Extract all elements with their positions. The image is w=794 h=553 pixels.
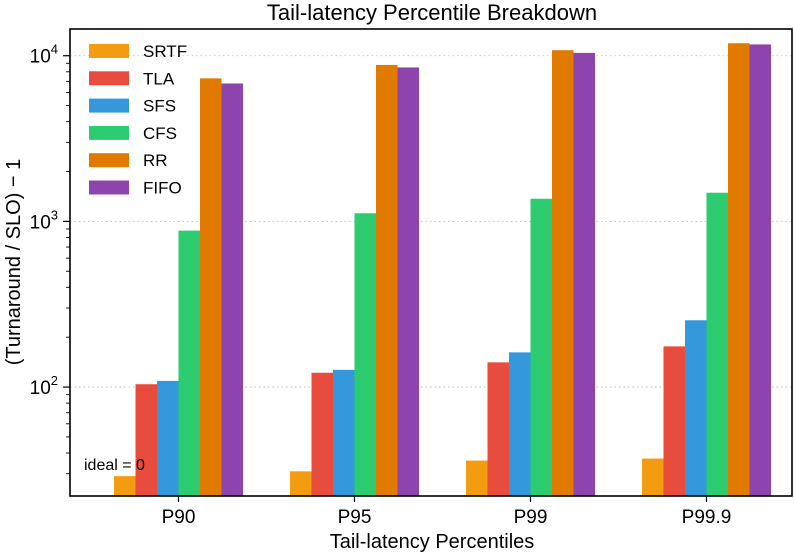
y-axis: 102 103 104 <box>30 42 70 475</box>
bar-rr-p95 <box>376 64 398 496</box>
legend-swatch-srtf <box>89 44 129 58</box>
bar-rr-p99 <box>552 50 574 496</box>
legend-swatch-rr <box>89 153 129 168</box>
bar-tla-p90 <box>135 384 157 496</box>
bar-cfs-p95 <box>354 213 376 497</box>
legend-swatch-sfs <box>89 98 129 113</box>
x-tick-label: P99 <box>514 507 548 528</box>
x-tick-label: P90 <box>162 507 196 528</box>
bar-rr-p90 <box>200 78 222 497</box>
bar-srtf-p999 <box>642 458 664 496</box>
bar-cfs-p99 <box>530 198 552 497</box>
bar-cfs-p90 <box>178 230 200 496</box>
bars <box>114 43 771 497</box>
ideal-annotation: ideal = 0 <box>84 457 145 474</box>
y-tick-label: 104 <box>30 42 58 68</box>
bar-fifo-p90 <box>221 83 243 496</box>
bar-fifo-p99 <box>573 52 595 497</box>
bar-tla-p999 <box>663 346 685 496</box>
bar-sfs-p999 <box>685 320 707 496</box>
legend-label-cfs: CFS <box>143 124 177 143</box>
bar-srtf-p99 <box>466 460 488 496</box>
legend-swatch-fifo <box>89 180 129 195</box>
bar-srtf-p90 <box>114 476 136 496</box>
legend-label-rr: RR <box>143 151 168 170</box>
bar-sfs-p90 <box>157 380 179 496</box>
bar-srtf-p95 <box>290 471 312 496</box>
x-tick-label: P95 <box>338 507 372 528</box>
y-tick-label: 103 <box>30 207 58 233</box>
bar-fifo-p999 <box>749 44 771 496</box>
y-axis-label: (Turnaround / SLO) − 1 <box>3 159 25 366</box>
bar-tla-p95 <box>311 372 333 496</box>
grid <box>70 55 792 388</box>
legend-label-sfs: SFS <box>143 97 176 116</box>
bar-sfs-p95 <box>333 369 355 496</box>
x-axis-label: Tail-latency Percentiles <box>330 531 535 553</box>
bar-sfs-p99 <box>509 352 531 496</box>
bar-fifo-p95 <box>397 67 419 497</box>
y-tick-label: 102 <box>30 373 58 399</box>
x-tick-label: P99.9 <box>682 507 732 528</box>
bar-cfs-p999 <box>706 192 728 497</box>
legend: SRTF TLA SFS CFS RR FIFO <box>89 42 187 198</box>
legend-swatch-cfs <box>89 125 129 140</box>
bar-rr-p999 <box>728 43 750 496</box>
x-axis: P90 P95 P99 P99.9 <box>162 496 732 528</box>
legend-label-fifo: FIFO <box>143 179 182 198</box>
plot-frame <box>69 28 793 497</box>
chart-title: Tail-latency Percentile Breakdown <box>267 0 597 25</box>
legend-label-tla: TLA <box>143 69 175 88</box>
legend-label-srtf: SRTF <box>143 42 187 61</box>
legend-swatch-tla <box>89 71 129 86</box>
bar-tla-p99 <box>487 362 509 496</box>
